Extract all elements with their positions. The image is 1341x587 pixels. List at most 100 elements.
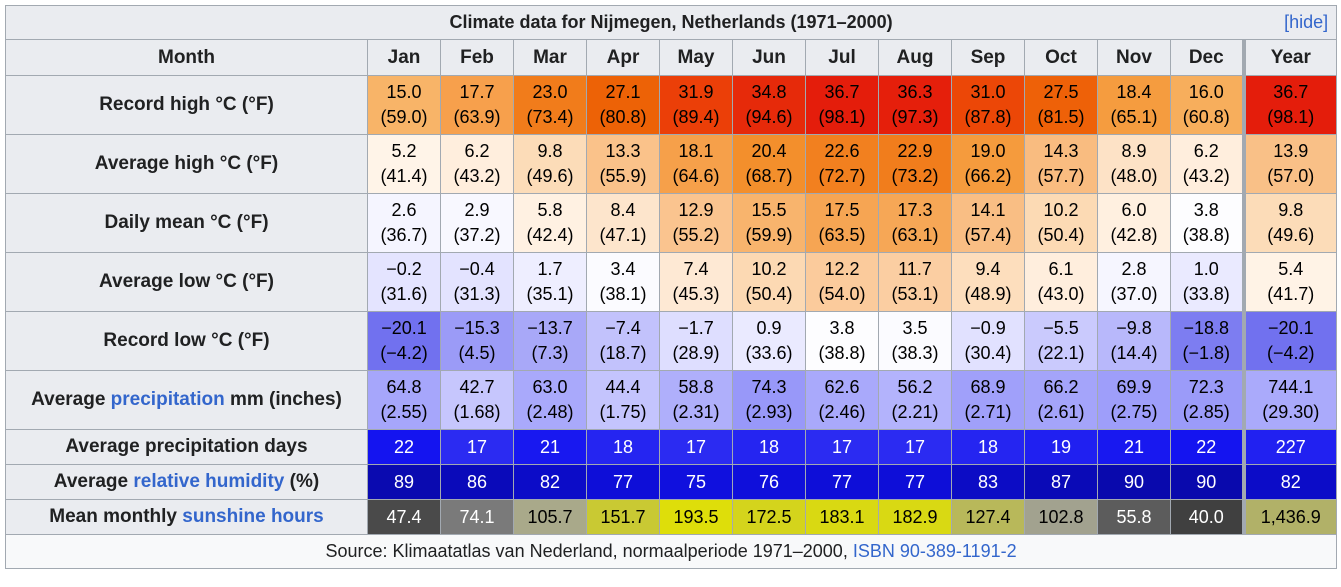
data-cell: 183.1	[805, 499, 879, 535]
value-fahrenheit: (31.3)	[453, 284, 501, 304]
data-cell: 182.9	[878, 499, 952, 535]
value-celsius: 6.2	[1193, 141, 1219, 161]
value-celsius: 3.5	[902, 318, 928, 338]
table-row: Average precipitation days 22 17 21 18 17 18 17…	[5, 429, 1338, 465]
value-fahrenheit: (72.7)	[818, 166, 866, 186]
value-celsius: 5.8	[537, 200, 563, 220]
data-cell: 5.2 (41.4)	[367, 134, 441, 194]
value-celsius: 16.0	[1188, 82, 1224, 102]
data-cell: 34.8 (94.6)	[732, 75, 806, 135]
value-celsius: −9.8	[1116, 318, 1152, 338]
data-cell: 7.4 (45.3)	[659, 252, 733, 312]
value-fahrenheit: (94.6)	[745, 107, 793, 127]
data-cell: 83	[951, 464, 1025, 500]
value-fahrenheit: (38.3)	[891, 343, 939, 363]
value-celsius: 72.3	[1188, 377, 1224, 397]
month-header-sep: Sep	[951, 39, 1025, 76]
value-fahrenheit: (38.8)	[1182, 225, 1230, 245]
value-fahrenheit: (49.6)	[1267, 225, 1315, 245]
isbn-link[interactable]: ISBN 90-389-1191-2	[852, 541, 1017, 561]
value-fahrenheit: (2.46)	[818, 402, 866, 422]
value-celsius: 0.9	[756, 318, 782, 338]
value-fahrenheit: (87.8)	[964, 107, 1012, 127]
value-fahrenheit: (42.8)	[1110, 225, 1158, 245]
table-row: Record high °C (°F) 15.0 (59.0) 17.7 (63.9) 2…	[5, 75, 1338, 135]
value-celsius: 22.6	[824, 141, 860, 161]
value-fahrenheit: (31.6)	[380, 284, 428, 304]
data-cell: −20.1 (−4.2)	[367, 311, 441, 371]
data-cell: 12.9 (55.2)	[659, 193, 733, 253]
value-celsius: 2.8	[1121, 259, 1147, 279]
data-cell: −9.8 (14.4)	[1097, 311, 1171, 371]
value-fahrenheit: (33.6)	[745, 343, 793, 363]
value-fahrenheit: (57.0)	[1267, 166, 1315, 186]
row-label: Record low °C (°F)	[5, 311, 368, 371]
value-celsius: 1.7	[537, 259, 563, 279]
value-fahrenheit: (2.48)	[526, 402, 574, 422]
value-celsius: 15.5	[751, 200, 787, 220]
data-cell: 27.5 (81.5)	[1024, 75, 1098, 135]
value-fahrenheit: (68.7)	[745, 166, 793, 186]
table-row: Record low °C (°F) −20.1 (−4.2) −15.3 (4.5) −…	[5, 311, 1338, 371]
value-celsius: −7.4	[605, 318, 641, 338]
value-celsius: −20.1	[381, 318, 427, 338]
value-celsius: 6.2	[464, 141, 490, 161]
data-cell: 64.8 (2.55)	[367, 370, 441, 430]
value-fahrenheit: (18.7)	[599, 343, 647, 363]
data-cell: 18	[951, 429, 1025, 465]
data-cell: −18.8 (−1.8)	[1170, 311, 1244, 371]
value-fahrenheit: (97.3)	[891, 107, 939, 127]
month-header-feb: Feb	[440, 39, 514, 76]
row-label-link[interactable]: precipitation	[110, 389, 225, 410]
row-label-text: Daily mean °C (°F)	[104, 212, 269, 233]
value-celsius: 36.7	[1273, 82, 1309, 102]
data-cell: 87	[1024, 464, 1098, 500]
row-label-suffix: mm (inches)	[224, 389, 342, 410]
data-cell: 75	[659, 464, 733, 500]
row-label-link[interactable]: sunshine hours	[182, 506, 324, 527]
hide-link[interactable]: [hide]	[1284, 12, 1329, 32]
data-cell: 17	[659, 429, 733, 465]
data-cell: −1.7 (28.9)	[659, 311, 733, 371]
data-cell: 17.3 (63.1)	[878, 193, 952, 253]
data-cell: 23.0 (73.4)	[513, 75, 587, 135]
value-fahrenheit: (30.4)	[964, 343, 1012, 363]
data-cell: 82	[513, 464, 587, 500]
value-fahrenheit: (41.7)	[1267, 284, 1315, 304]
data-cell: −5.5 (22.1)	[1024, 311, 1098, 371]
value-fahrenheit: (1.75)	[599, 402, 647, 422]
value-celsius: 14.3	[1043, 141, 1079, 161]
value-celsius: 10.2	[1043, 200, 1079, 220]
value-celsius: 22.9	[897, 141, 933, 161]
month-header-nov: Nov	[1097, 39, 1171, 76]
data-cell: 3.5 (38.3)	[878, 311, 952, 371]
value-fahrenheit: (41.4)	[380, 166, 428, 186]
value-fahrenheit: (45.3)	[672, 284, 720, 304]
value-celsius: −0.2	[386, 259, 422, 279]
value-fahrenheit: (55.2)	[672, 225, 720, 245]
row-label-text: Average low °C (°F)	[99, 271, 274, 292]
data-cell: 77	[805, 464, 879, 500]
data-cell: 27.1 (80.8)	[586, 75, 660, 135]
data-cell: 172.5	[732, 499, 806, 535]
value-fahrenheit: (29.30)	[1262, 402, 1320, 422]
value-fahrenheit: (81.5)	[1037, 107, 1085, 127]
value-fahrenheit: (38.8)	[818, 343, 866, 363]
data-cell: 86	[440, 464, 514, 500]
value-fahrenheit: (55.9)	[599, 166, 647, 186]
value-celsius: 6.0	[1121, 200, 1147, 220]
data-cell: 16.0 (60.8)	[1170, 75, 1244, 135]
value-celsius: 27.5	[1043, 82, 1079, 102]
data-cell: 17	[440, 429, 514, 465]
value-celsius: 3.8	[829, 318, 855, 338]
value-fahrenheit: (14.4)	[1110, 343, 1158, 363]
value-fahrenheit: (−4.2)	[1267, 343, 1315, 363]
data-cell: 3.4 (38.1)	[586, 252, 660, 312]
data-cell: 127.4	[951, 499, 1025, 535]
month-header-mar: Mar	[513, 39, 587, 76]
row-label-link[interactable]: relative humidity	[133, 471, 285, 492]
value-celsius: −20.1	[1268, 318, 1314, 338]
value-celsius: 36.3	[897, 82, 933, 102]
data-cell: 18	[732, 429, 806, 465]
data-cell: 17.7 (63.9)	[440, 75, 514, 135]
